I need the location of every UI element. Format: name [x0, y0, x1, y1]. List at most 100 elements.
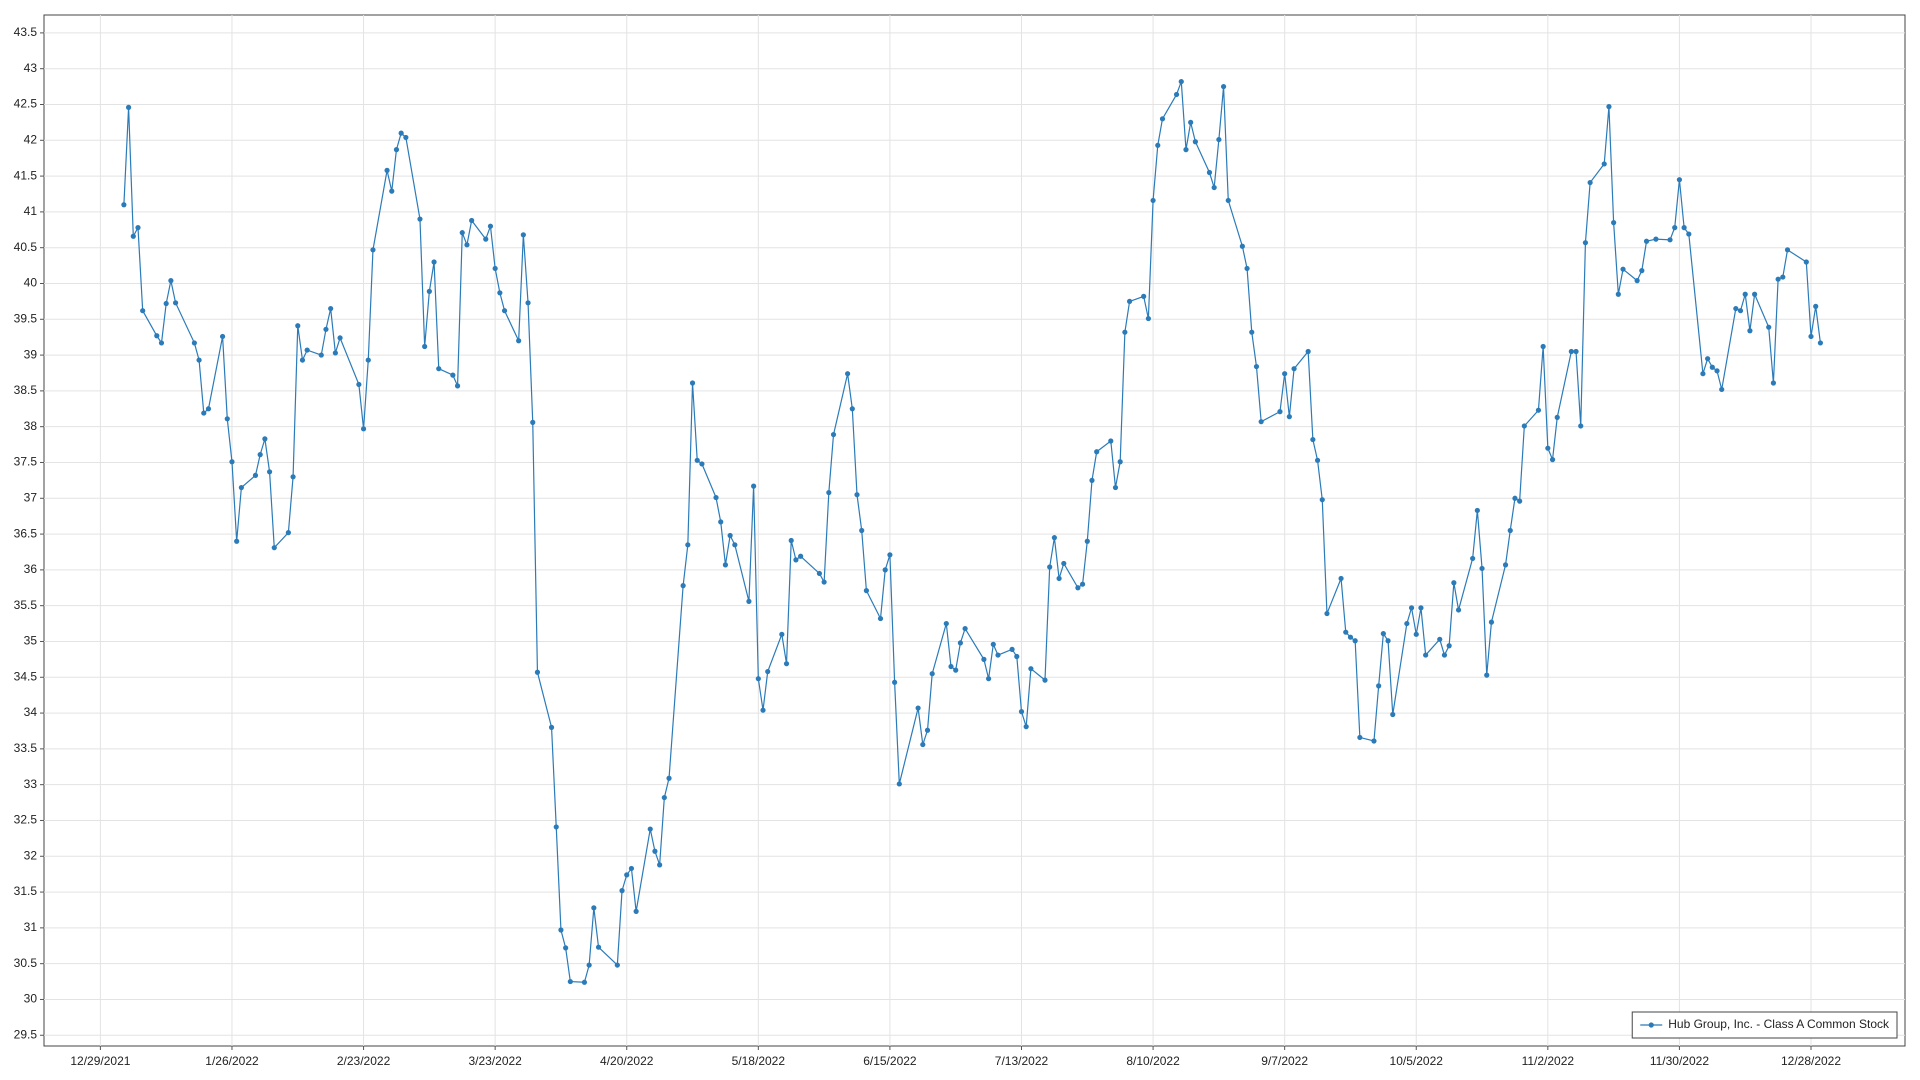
data-point [1521, 423, 1527, 429]
data-point [1479, 565, 1485, 572]
data-point [614, 962, 620, 968]
data-point [530, 419, 536, 425]
legend-label: Hub Group, Inc. - Class A Common Stock [1668, 1017, 1890, 1031]
data-point [1474, 507, 1480, 514]
data-point [224, 416, 230, 422]
data-point [1343, 629, 1349, 635]
data-point [454, 383, 461, 389]
data-point [1545, 445, 1551, 451]
data-point [1220, 83, 1227, 90]
data-point [1667, 237, 1673, 243]
data-point [685, 542, 691, 548]
data-point [887, 552, 893, 558]
data-point [487, 223, 494, 229]
data-point [1709, 364, 1715, 370]
data-point [1211, 184, 1217, 191]
data-point [751, 483, 757, 489]
y-tick-label: 41.5 [14, 168, 38, 182]
data-point [328, 305, 334, 312]
y-tick-label: 39.5 [14, 311, 38, 325]
data-point [657, 862, 663, 868]
data-point [722, 562, 729, 568]
data-point [788, 537, 794, 544]
data-point [1705, 356, 1711, 362]
plot-area [43, 14, 1906, 1047]
data-point [1371, 738, 1377, 744]
data-point [647, 826, 653, 832]
data-point [125, 104, 132, 110]
data-point [953, 667, 959, 673]
data-point [755, 676, 761, 682]
data-point [360, 426, 367, 432]
data-point [1437, 636, 1443, 642]
data-point [393, 147, 400, 153]
data-point [1587, 179, 1593, 186]
data-point [699, 461, 705, 467]
data-point [1277, 409, 1283, 415]
data-point [1676, 177, 1683, 183]
data-point [877, 615, 884, 622]
data-point [1324, 610, 1330, 617]
y-tick-label: 42.5 [14, 97, 38, 111]
data-point [1150, 197, 1156, 204]
data-point [1089, 477, 1095, 483]
data-point [1141, 293, 1147, 299]
data-point [1239, 243, 1245, 249]
data-point [1540, 343, 1546, 350]
data-point [896, 781, 902, 787]
data-point [140, 308, 146, 314]
data-point [1484, 672, 1490, 678]
data-point [356, 381, 362, 388]
data-point [628, 865, 635, 872]
y-tick-label: 29.5 [14, 1027, 38, 1041]
data-point [1737, 308, 1744, 314]
data-point [1023, 724, 1029, 730]
data-point [1075, 585, 1081, 591]
data-point [299, 357, 306, 363]
data-point [469, 217, 475, 224]
x-tick-label: 4/20/2022 [600, 1054, 654, 1068]
y-tick-label: 42 [24, 132, 38, 146]
data-point [1155, 142, 1161, 148]
data-point [1418, 605, 1424, 611]
x-tick-label: 11/30/2022 [1650, 1054, 1709, 1068]
data-point [1808, 333, 1814, 340]
data-point [1112, 484, 1119, 491]
data-point [1056, 575, 1062, 582]
x-tick-label: 11/2/2022 [1522, 1054, 1575, 1068]
data-point [854, 492, 860, 498]
data-point [1775, 276, 1781, 282]
data-point [492, 265, 498, 272]
data-point [1014, 653, 1020, 660]
x-tick-label: 2/23/2022 [337, 1054, 391, 1068]
data-point [1413, 631, 1419, 637]
data-point [1178, 78, 1184, 85]
data-point [920, 741, 926, 748]
x-tick-label: 8/10/2022 [1126, 1054, 1180, 1068]
data-point [191, 340, 197, 346]
data-point [290, 474, 296, 480]
y-tick-label: 33.5 [14, 741, 38, 755]
data-point [1455, 607, 1462, 613]
legend-marker [1648, 1022, 1654, 1028]
data-point [1225, 197, 1231, 204]
data-point [1183, 147, 1189, 153]
data-point [760, 707, 766, 713]
data-point [694, 457, 700, 463]
data-point [1390, 711, 1396, 718]
data-point [1813, 303, 1819, 310]
data-point [520, 232, 526, 238]
data-point [689, 380, 696, 386]
y-tick-label: 31 [24, 920, 38, 934]
data-point [915, 705, 921, 711]
data-point [1282, 371, 1288, 377]
data-point [516, 338, 522, 344]
data-point [130, 233, 136, 239]
y-tick-label: 35.5 [14, 598, 38, 612]
data-point [1817, 340, 1824, 346]
data-point [1047, 564, 1053, 570]
y-tick-label: 32.5 [14, 813, 38, 827]
data-point [1620, 266, 1626, 272]
legend-box [1631, 1011, 1898, 1039]
data-point [591, 905, 597, 911]
